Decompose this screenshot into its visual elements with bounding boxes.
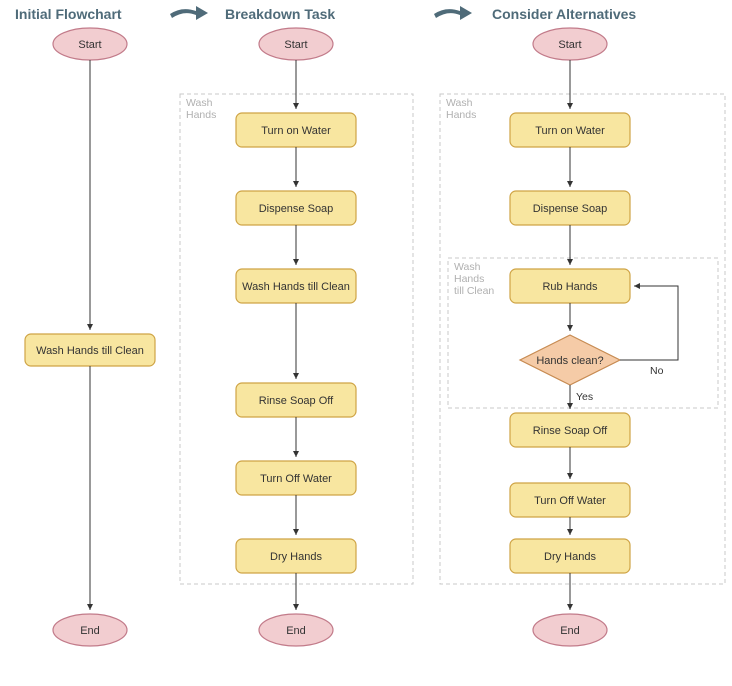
svg-text:till Clean: till Clean [454, 285, 494, 297]
col2-step-6-label: Dry Hands [270, 551, 322, 563]
svg-text:Hands: Hands [446, 109, 476, 121]
col1-start-label: Start [78, 39, 101, 51]
col1-process-label: Wash Hands till Clean [36, 345, 144, 357]
col2-step-3-label: Wash Hands till Clean [242, 281, 350, 293]
col3-step-6-label: Dry Hands [544, 551, 596, 563]
col3-step-1-label: Turn on Water [535, 125, 605, 137]
col2-start-label: Start [284, 39, 307, 51]
col1: Start Wash Hands till Clean End [25, 28, 155, 646]
col2-step-4-label: Rinse Soap Off [259, 395, 334, 407]
col2-step-5-label: Turn Off Water [260, 473, 332, 485]
col3-step-4-label: Rinse Soap Off [533, 425, 608, 437]
svg-text:Hands: Hands [454, 273, 484, 285]
col3-end-label: End [560, 625, 580, 637]
col2-step-1-label: Turn on Water [261, 125, 331, 137]
col2-end-label: End [286, 625, 306, 637]
svg-text:Wash: Wash [446, 97, 473, 109]
col3-start-label: Start [558, 39, 581, 51]
header-arrow-2 [434, 6, 472, 20]
col3-yes-label: Yes [576, 391, 593, 403]
col3-decision-label: Hands clean? [536, 355, 603, 367]
col3-no-label: No [650, 365, 664, 377]
col2-step-2-label: Dispense Soap [259, 203, 334, 215]
col3: Wash Hands Wash Hands till Clean Start T… [440, 28, 725, 646]
col3-rub-label: Rub Hands [542, 281, 598, 293]
header-arrow-1 [170, 6, 208, 20]
col1-end-label: End [80, 625, 100, 637]
svg-text:Wash: Wash [454, 261, 481, 273]
col3-step-2-label: Dispense Soap [533, 203, 608, 215]
col2-group-label-l2: Hands [186, 109, 216, 121]
col3-step-5-label: Turn Off Water [534, 495, 606, 507]
col2: Wash Hands Start Turn on Water Dispense … [180, 28, 413, 646]
diagram-svg: Start Wash Hands till Clean End Wash Han… [0, 0, 732, 686]
col2-group-label-l1: Wash [186, 97, 213, 109]
